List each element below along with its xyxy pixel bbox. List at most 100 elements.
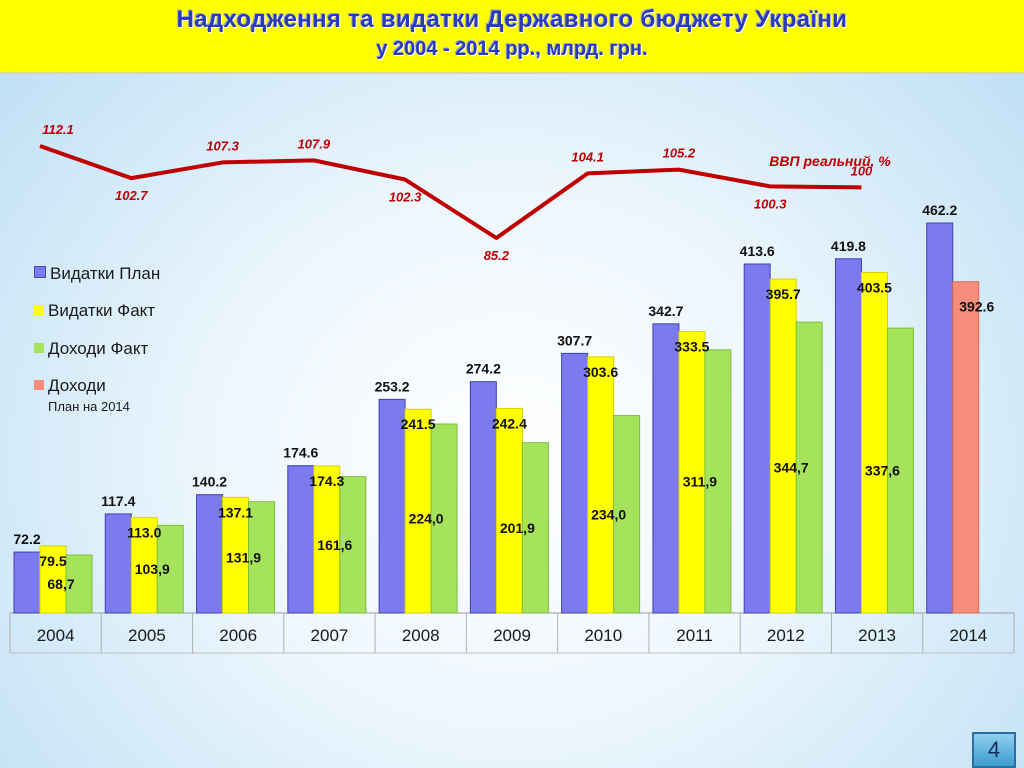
bar-expend-fact: [222, 496, 250, 614]
gdp-data-label: 107.9: [298, 136, 331, 151]
legend-swatch: [34, 380, 44, 390]
bar-income-fact: [704, 349, 732, 614]
gdp-data-label: 102.7: [115, 188, 148, 203]
bar-income-fact: [613, 415, 641, 614]
data-label-expend-fact: 79.5: [39, 553, 66, 569]
bar-expend-plan: [104, 513, 132, 614]
legend-swatch: [34, 266, 46, 278]
data-label-income-fact: 131,9: [226, 549, 261, 565]
gdp-data-label: 100.3: [754, 196, 787, 211]
legend-item-expend-fact: Видатки Факт: [34, 301, 155, 321]
data-label-expend-plan: 174.6: [283, 445, 318, 461]
bar-expend-plan: [196, 494, 224, 614]
bar-expend-plan: [743, 263, 771, 614]
data-label-expend-fact: 137.1: [218, 504, 253, 520]
x-tick-label: 2010: [584, 626, 622, 645]
data-label-expend-fact: 395.7: [766, 286, 801, 302]
bar-expend-plan: [652, 323, 680, 614]
x-tick-label: 2014: [949, 626, 987, 645]
data-label-income-fact: 201,9: [500, 520, 535, 536]
page-number: 4: [972, 732, 1016, 768]
gdp-data-label: 105.2: [663, 146, 696, 161]
x-tick-label: 2012: [767, 626, 805, 645]
data-label-income-fact: 103,9: [135, 561, 170, 577]
data-label-expend-plan: 342.7: [648, 303, 683, 319]
data-label-income-fact: 234,0: [591, 506, 626, 522]
bar-income-fact: [430, 423, 458, 614]
bar-expend-plan: [13, 551, 41, 614]
bar-expend-plan: [926, 222, 954, 614]
legend-item-income-plan: Доходи: [34, 376, 106, 396]
gdp-line: [39, 144, 862, 240]
x-tick-label: 2007: [311, 626, 349, 645]
data-label-income-fact: 161,6: [317, 537, 352, 553]
legend-label: Видатки План: [50, 264, 161, 283]
data-label-expend-plan: 117.4: [101, 493, 135, 509]
bar-income-fact: [521, 442, 549, 614]
bar-expend-fact: [587, 356, 615, 614]
data-label-expend-fact: 241.5: [401, 416, 436, 432]
bar-expend-fact: [860, 272, 888, 614]
bar-expend-fact: [130, 517, 158, 614]
data-label-expend-fact: 242.4: [492, 415, 527, 431]
data-label-expend-plan: 253.2: [375, 378, 410, 394]
chart-subtitle: у 2004 - 2014 рр., млрд. грн.: [376, 38, 648, 60]
gdp-data-label: 107.3: [206, 138, 239, 153]
chart-title: Надходження та видатки Державного бюджет…: [176, 6, 848, 33]
x-tick-label: 2004: [37, 626, 75, 645]
bar-expend-fact: [39, 545, 67, 614]
data-label-expend-plan: 419.8: [831, 238, 866, 254]
x-tick-label: 2009: [493, 626, 531, 645]
data-label-expend-fact: 303.6: [583, 364, 618, 380]
data-label-expend-fact: 403.5: [857, 280, 892, 296]
gdp-data-label: 112.1: [42, 122, 74, 137]
data-label-income-fact: 224,0: [409, 510, 444, 526]
header-banner: Надходження та видатки Державного бюджет…: [0, 0, 1024, 74]
gdp-line-label: ВВП реальний, %: [769, 153, 891, 169]
data-label-income-fact: 337,6: [865, 463, 900, 479]
data-label-expend-plan: 72.2: [13, 531, 40, 547]
data-label-expend-plan: 140.2: [192, 474, 227, 490]
gdp-data-label: 85.2: [484, 248, 510, 263]
bar-expend-plan: [561, 352, 589, 614]
gdp-data-label: 104.1: [571, 149, 604, 164]
x-tick-label: 2011: [676, 626, 713, 645]
bar-income-fact: [339, 476, 367, 614]
bar-expend-fact: [495, 407, 523, 614]
data-label-income-fact: 68,7: [47, 576, 74, 592]
x-tick-label: 2008: [402, 626, 440, 645]
data-label-expend-fact: 113.0: [127, 525, 161, 541]
gdp-data-label: 102.3: [389, 190, 422, 205]
data-label-income-plan: 392.6: [959, 299, 994, 315]
data-label-expend-fact: 174.3: [309, 473, 344, 489]
x-tick-label: 2013: [858, 626, 896, 645]
bar-expend-fact: [313, 465, 341, 614]
legend-label: Доходи Факт: [48, 339, 149, 358]
data-label-expend-plan: 274.2: [466, 361, 501, 377]
legend-swatch: [34, 305, 44, 315]
x-tick-label: 2005: [128, 626, 166, 645]
bar-income-fact: [886, 327, 914, 614]
gdp-data-label: 100: [851, 163, 873, 178]
data-label-expend-plan: 413.6: [740, 243, 775, 259]
legend-label: Доходи: [48, 376, 106, 395]
data-label-expend-plan: 462.2: [922, 202, 957, 218]
bar-expend-fact: [769, 278, 797, 614]
bar-expend-plan: [378, 398, 406, 614]
bar-income-fact: [795, 321, 823, 614]
legend-item-income-fact: Доходи Факт: [34, 339, 148, 359]
data-label-income-fact: 344,7: [774, 460, 809, 476]
bar-expend-plan: [469, 381, 497, 614]
bar-income-plan-2014: [952, 281, 980, 614]
bar-income-fact: [156, 524, 184, 614]
bar-income-fact: [65, 554, 93, 614]
bar-income-fact: [248, 501, 276, 614]
data-label-expend-plan: 307.7: [557, 332, 592, 348]
legend-item-expend-plan: Видатки План: [34, 264, 160, 284]
data-label-expend-fact: 333.5: [674, 339, 709, 355]
legend-note: План на 2014: [48, 399, 130, 414]
legend-label: Видатки Факт: [48, 301, 156, 320]
bar-expend-plan: [834, 258, 862, 614]
bar-expend-fact: [404, 408, 432, 614]
